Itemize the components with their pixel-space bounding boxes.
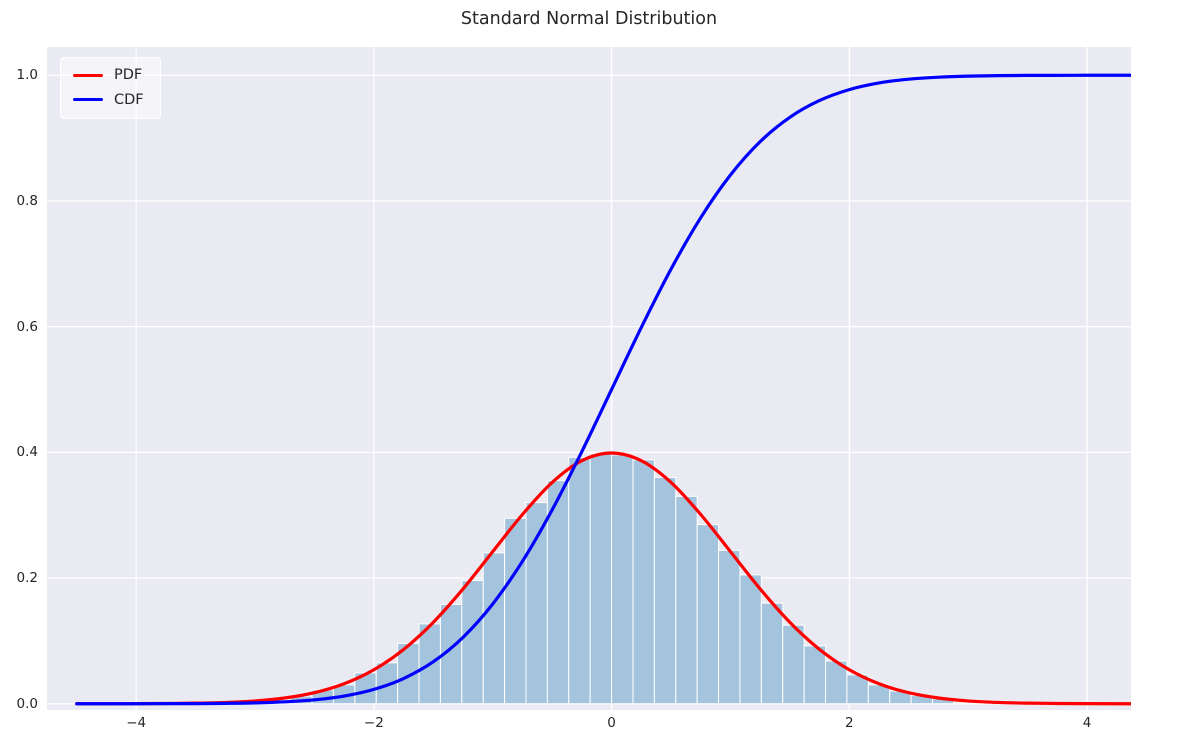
histogram-bar	[525, 502, 548, 705]
pdf-legend-swatch	[73, 73, 103, 77]
pdf-legend-label: PDF	[114, 67, 143, 83]
chart-title: Standard Normal Distribution	[460, 9, 718, 29]
cdf-curve	[75, 73, 1131, 706]
x-tick-label: −2	[363, 715, 384, 731]
y-tick-label: 1.0	[16, 67, 38, 84]
histogram-bar	[739, 574, 762, 705]
y-tick-label: 0.0	[16, 695, 38, 712]
histogram-bar	[653, 476, 677, 705]
y-tick-label: 0.6	[16, 318, 38, 335]
x-tick-label: 0	[607, 715, 616, 731]
histogram-bar	[504, 517, 527, 705]
histogram-bar	[696, 524, 720, 705]
pdf-curve	[75, 451, 1131, 706]
legend-item-pdf: PDF	[73, 68, 144, 83]
histogram-bar	[803, 645, 827, 705]
histogram-bar	[482, 552, 506, 705]
y-tick-label: 0.8	[16, 192, 38, 209]
histogram-bar	[589, 453, 613, 705]
histogram-bar	[760, 602, 784, 705]
x-tick-label: −4	[126, 715, 147, 731]
histogram-bar	[782, 624, 805, 705]
histogram-bar	[675, 495, 698, 705]
histogram-bar	[611, 454, 634, 705]
legend-item-cdf: CDF	[73, 91, 144, 108]
legend: PDF CDF	[60, 57, 161, 119]
y-tick-label: 0.2	[16, 570, 38, 587]
cdf-legend-swatch	[73, 98, 103, 102]
cdf-legend-label: CDF	[114, 91, 144, 108]
histogram-bar	[632, 459, 655, 705]
y-tick-label: 0.4	[16, 444, 38, 461]
histogram-bar	[461, 580, 484, 705]
x-tick-label: 2	[845, 715, 854, 731]
histogram-bar	[718, 549, 741, 705]
x-tick-label: 4	[1082, 715, 1092, 731]
histogram-bar	[568, 456, 591, 705]
